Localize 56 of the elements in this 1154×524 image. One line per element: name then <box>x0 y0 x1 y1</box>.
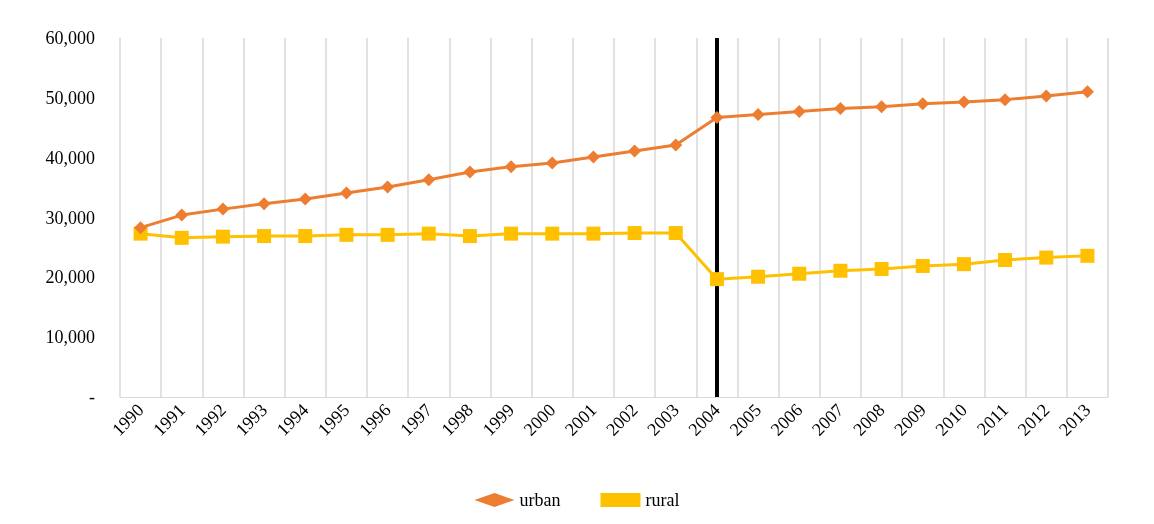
point <box>1039 250 1054 265</box>
point <box>792 105 806 119</box>
y-tick-label: 60,000 <box>45 28 95 48</box>
point <box>134 221 148 235</box>
point <box>709 272 724 287</box>
point <box>381 180 395 194</box>
point <box>545 226 560 241</box>
point <box>710 111 724 125</box>
y-tick-label: 30,000 <box>45 207 95 228</box>
legend-label: urban <box>519 490 561 510</box>
point <box>174 230 189 245</box>
point <box>257 229 272 244</box>
point <box>257 197 271 211</box>
point <box>957 95 971 109</box>
point <box>956 257 971 272</box>
point <box>1039 89 1053 103</box>
point <box>668 226 683 241</box>
point <box>833 263 848 278</box>
point <box>463 165 477 179</box>
point <box>751 269 766 284</box>
point <box>380 227 395 242</box>
point <box>175 208 189 222</box>
point <box>545 156 559 170</box>
point <box>1080 85 1094 99</box>
point <box>998 93 1012 107</box>
y-tick-label: 50,000 <box>45 87 95 108</box>
y-tick-label: - <box>89 387 95 407</box>
point <box>504 160 518 174</box>
point <box>916 97 930 111</box>
y-tick-label: 20,000 <box>45 267 95 288</box>
point <box>339 186 353 200</box>
point <box>628 144 642 158</box>
y-tick-label: 10,000 <box>45 327 95 348</box>
point <box>339 227 354 242</box>
point <box>627 226 642 241</box>
point <box>216 202 230 216</box>
point <box>298 192 312 206</box>
point <box>874 261 889 276</box>
point <box>1080 248 1095 263</box>
legend-label: rural <box>645 490 680 510</box>
point <box>875 100 889 114</box>
point <box>998 252 1013 267</box>
point <box>421 226 436 241</box>
point <box>504 226 519 241</box>
point <box>833 102 847 116</box>
y-tick-label: 40,000 <box>45 147 95 168</box>
point <box>751 108 765 122</box>
point <box>462 229 477 244</box>
point <box>215 229 230 244</box>
point <box>422 173 436 187</box>
point <box>792 266 807 281</box>
point <box>669 138 683 152</box>
point <box>915 258 930 273</box>
point <box>298 229 313 244</box>
point <box>586 150 600 164</box>
point <box>586 226 601 241</box>
